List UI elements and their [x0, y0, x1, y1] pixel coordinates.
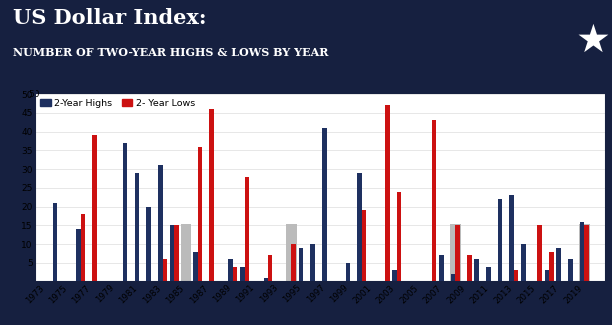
Bar — [163, 259, 167, 282]
Bar — [92, 136, 97, 282]
Bar — [545, 270, 549, 282]
Bar — [568, 259, 572, 282]
Bar — [291, 244, 296, 282]
Bar — [385, 105, 390, 282]
Bar — [228, 259, 233, 282]
Bar — [123, 143, 127, 282]
Text: US Dollar Index:: US Dollar Index: — [13, 8, 207, 29]
Bar — [193, 252, 198, 282]
Bar — [286, 224, 297, 282]
Bar — [584, 226, 589, 282]
Bar — [174, 226, 179, 282]
Bar — [450, 224, 461, 282]
Bar — [498, 199, 502, 282]
Bar — [198, 147, 202, 282]
Bar — [439, 255, 444, 282]
Text: ★: ★ — [575, 21, 610, 59]
Legend: 2-Year Highs, 2- Year Lows: 2-Year Highs, 2- Year Lows — [40, 99, 195, 108]
Bar — [514, 270, 518, 282]
Bar — [580, 222, 584, 282]
Bar — [146, 207, 151, 282]
Bar — [467, 255, 471, 282]
Bar — [537, 226, 542, 282]
Text: 50: 50 — [28, 90, 40, 98]
Bar — [486, 267, 490, 282]
Bar — [53, 203, 57, 282]
Bar — [432, 120, 436, 282]
Bar — [451, 274, 455, 282]
Bar — [76, 229, 81, 282]
Bar — [240, 267, 245, 282]
Bar — [362, 210, 366, 282]
Bar — [521, 244, 526, 282]
Bar — [245, 177, 249, 282]
Bar — [81, 214, 85, 282]
Bar — [556, 248, 561, 282]
Text: NUMBER OF TWO-YEAR HIGHS & LOWS BY YEAR: NUMBER OF TWO-YEAR HIGHS & LOWS BY YEAR — [13, 47, 329, 58]
Bar — [135, 173, 139, 282]
Bar — [322, 128, 327, 282]
Bar — [474, 259, 479, 282]
Bar — [299, 248, 303, 282]
Bar — [346, 263, 350, 282]
Bar — [397, 192, 401, 282]
Bar — [264, 278, 268, 282]
Bar — [509, 195, 514, 282]
Bar — [268, 255, 272, 282]
Bar — [170, 226, 174, 282]
Bar — [357, 173, 362, 282]
Bar — [549, 252, 553, 282]
Bar — [181, 224, 192, 282]
Bar — [158, 165, 163, 282]
Bar — [455, 226, 460, 282]
Bar — [209, 109, 214, 282]
Bar — [579, 224, 589, 282]
Bar — [310, 244, 315, 282]
Bar — [233, 267, 237, 282]
Bar — [392, 270, 397, 282]
